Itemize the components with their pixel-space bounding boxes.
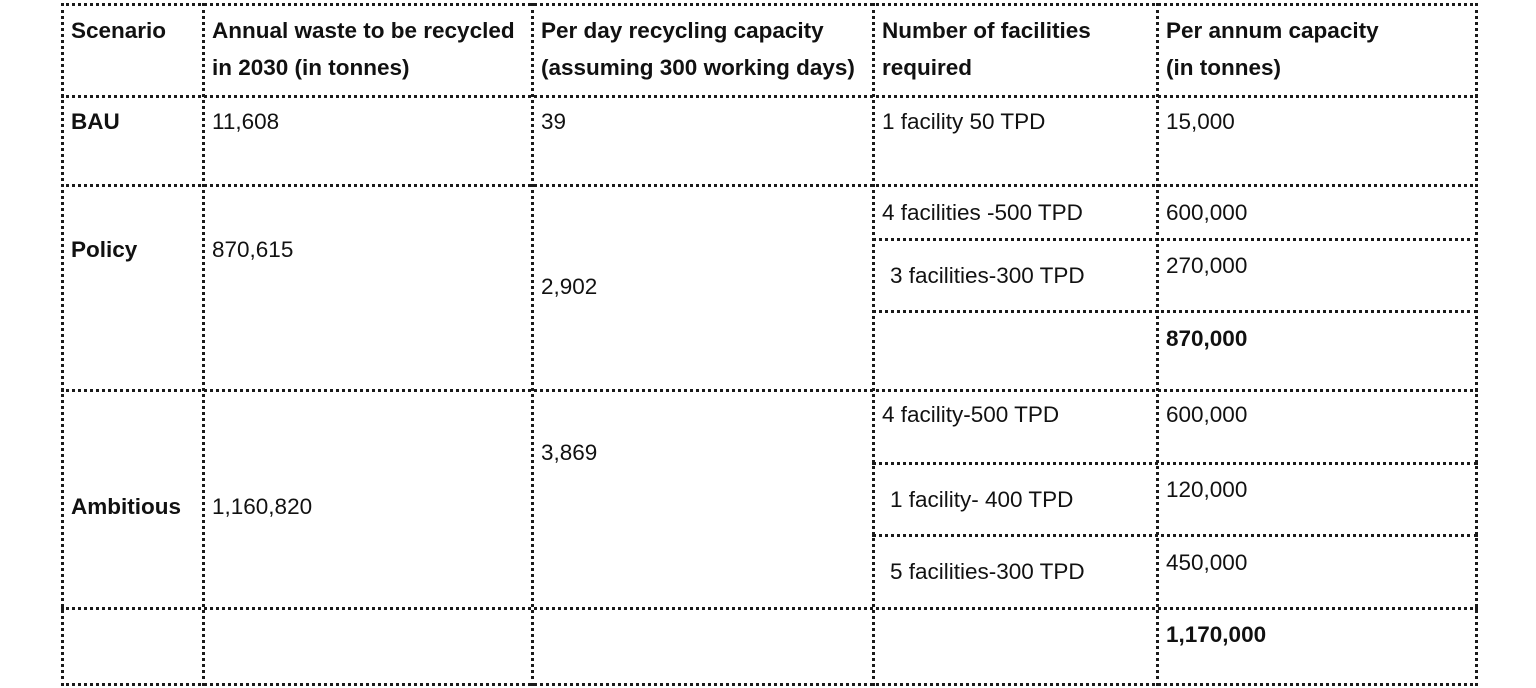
header-per-day-line2: (assuming 300 working days) [541,55,855,80]
bau-annual-waste: 11,608 [212,109,280,134]
ambitious-total: 1,170,000 [1166,622,1267,647]
header-annual-waste-line1: Annual waste to be recycled [212,18,515,43]
ambitious-annual-waste: 1,160,820 [212,494,313,519]
policy-total: 870,000 [1166,326,1248,351]
policy-capacity-2: 270,000 [1166,253,1248,278]
row-divider [61,607,1478,610]
sub-row-divider [872,310,1478,313]
column-divider [531,3,534,686]
row-divider [61,184,1478,187]
bau-scenario: BAU [71,109,120,134]
sub-row-divider [872,534,1478,537]
column-divider [202,3,205,686]
row-divider [61,389,1478,392]
ambitious-facility-3: 5 facilities-300 TPD [890,559,1085,584]
sub-row-divider [872,462,1478,465]
ambitious-capacity-2: 120,000 [1166,477,1248,502]
header-scenario: Scenario [71,18,167,43]
policy-capacity-1: 600,000 [1166,200,1248,225]
column-divider [1156,3,1159,686]
bau-per-day: 39 [541,109,567,134]
sub-row-divider [872,238,1478,241]
ambitious-capacity-3: 450,000 [1166,550,1248,575]
policy-per-day: 2,902 [541,274,598,299]
table-border-left [61,3,64,686]
table-border-top [61,3,1478,6]
ambitious-capacity-1: 600,000 [1166,402,1248,427]
header-per-day-line1: Per day recycling capacity [541,18,824,43]
column-divider [872,3,875,686]
header-per-annum-line2: (in tonnes) [1166,55,1281,80]
ambitious-facility-2: 1 facility- 400 TPD [890,487,1074,512]
ambitious-facility-1: 4 facility-500 TPD [882,402,1060,427]
table-border-right [1475,3,1478,686]
header-facilities-line1: Number of facilities [882,18,1091,43]
header-per-annum-line1: Per annum capacity [1166,18,1379,43]
row-divider [61,95,1478,98]
policy-scenario: Policy [71,237,138,262]
table-border-bottom [61,683,1478,686]
bau-capacity-1: 15,000 [1166,109,1235,134]
policy-annual-waste: 870,615 [212,237,294,262]
header-annual-waste-line2: in 2030 (in tonnes) [212,55,410,80]
bau-facility-1: 1 facility 50 TPD [882,109,1046,134]
policy-facility-1: 4 facilities -500 TPD [882,200,1083,225]
policy-facility-2: 3 facilities-300 TPD [890,263,1085,288]
header-facilities-line2: required [882,55,973,80]
ambitious-scenario: Ambitious [71,494,181,519]
ambitious-per-day: 3,869 [541,440,598,465]
